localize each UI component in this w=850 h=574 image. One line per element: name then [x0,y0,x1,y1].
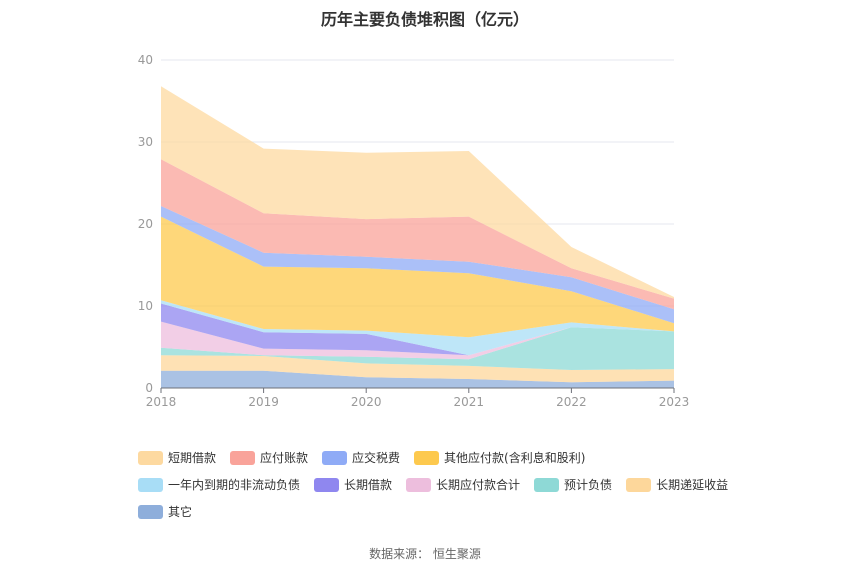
area-series [161,86,674,388]
legend-item[interactable]: 长期应付款合计 [406,476,520,493]
legend-label: 其他应付款(含利息和股利) [444,451,586,465]
legend-item[interactable]: 应交税费 [322,449,400,466]
area-长期借款 [161,303,674,356]
y-tick-label: 10 [138,299,153,313]
area-长期递延收益 [161,355,674,383]
area-短期借款 [161,86,674,299]
legend-label: 短期借款 [168,451,217,465]
area-长期应付款合计 [161,321,674,360]
x-tick-label: 2021 [454,395,485,409]
y-tick-label: 30 [138,135,153,149]
legend-label: 长期递延收益 [656,478,729,492]
y-tick-label: 0 [145,381,153,395]
legend-swatch [626,477,652,492]
chart-title: 历年主要负债堆积图（亿元） [320,10,529,29]
x-tick-label: 2020 [351,395,382,409]
area-其它 [161,370,674,388]
area-应交税费 [161,206,674,324]
y-tick-label: 20 [138,217,153,231]
legend-label: 其它 [168,505,193,519]
legend-item[interactable]: 长期递延收益 [626,476,728,493]
x-tick-label: 2018 [146,395,177,409]
legend-item[interactable]: 预计负债 [534,476,612,493]
y-tick-label: 40 [138,53,153,67]
legend-item[interactable]: 长期借款 [314,476,392,493]
legend-swatch [414,450,440,465]
legend-swatch [138,477,163,492]
data-source: 数据来源： 恒生聚源 [369,547,481,561]
legend-item[interactable]: 应付账款 [230,449,308,466]
axes: 0 10 20 30 40 2018 2019 2020 2021 2022 2023 [138,53,690,409]
legend-label: 长期借款 [344,478,393,492]
legend-item[interactable]: 短期借款 [138,449,216,466]
x-tick-label: 2023 [659,395,690,409]
legend-label: 应交税费 [352,451,401,465]
legend-swatch [230,450,256,465]
legend-swatch [138,450,163,465]
legend-swatch [138,504,163,519]
area-预计负债 [161,327,674,370]
legend-label: 一年内到期的非流动负债 [168,478,301,492]
legend-swatch [534,477,560,492]
legend-item[interactable]: 其它 [138,503,192,520]
legend-swatch [406,477,432,492]
x-tick-label: 2019 [248,395,279,409]
legend-item[interactable]: 一年内到期的非流动负债 [138,476,300,493]
area-其他应付款(含利息和股利) [161,216,674,338]
x-tick-label: 2022 [556,395,587,409]
legend-item[interactable]: 其他应付款(含利息和股利) [414,449,585,466]
legend-swatch [322,450,348,465]
legend-label: 预计负债 [564,478,613,492]
legend-label: 应付账款 [260,451,309,465]
legend-label: 长期应付款合计 [436,478,521,492]
area-一年内到期的非流动负债 [161,300,674,356]
legend-swatch [314,477,340,492]
area-应付账款 [161,159,674,310]
